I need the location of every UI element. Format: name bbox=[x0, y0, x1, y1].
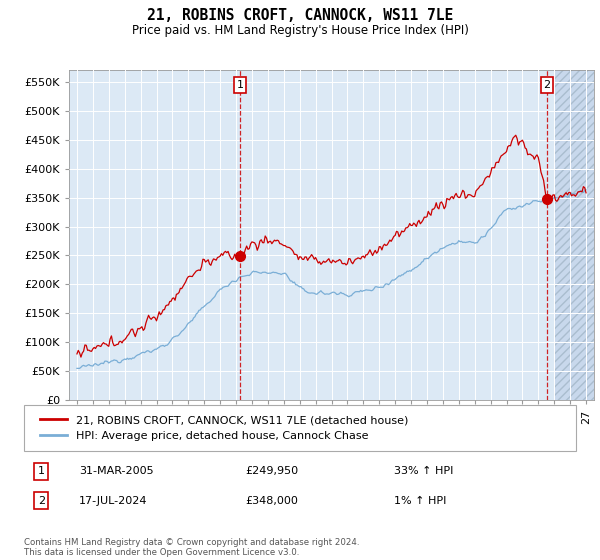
Text: 1: 1 bbox=[236, 80, 244, 90]
Text: 17-JUL-2024: 17-JUL-2024 bbox=[79, 496, 148, 506]
Bar bbox=[554, 70, 594, 400]
Text: £348,000: £348,000 bbox=[245, 496, 298, 506]
Text: 1% ↑ HPI: 1% ↑ HPI bbox=[394, 496, 446, 506]
Text: Contains HM Land Registry data © Crown copyright and database right 2024.
This d: Contains HM Land Registry data © Crown c… bbox=[24, 538, 359, 557]
Text: 2: 2 bbox=[544, 80, 550, 90]
Text: 33% ↑ HPI: 33% ↑ HPI bbox=[394, 466, 453, 477]
Text: 1: 1 bbox=[38, 466, 45, 477]
Text: 31-MAR-2005: 31-MAR-2005 bbox=[79, 466, 154, 477]
Legend: 21, ROBINS CROFT, CANNOCK, WS11 7LE (detached house), HPI: Average price, detach: 21, ROBINS CROFT, CANNOCK, WS11 7LE (det… bbox=[35, 410, 413, 445]
Text: £249,950: £249,950 bbox=[245, 466, 298, 477]
Text: 2: 2 bbox=[38, 496, 45, 506]
Text: 21, ROBINS CROFT, CANNOCK, WS11 7LE: 21, ROBINS CROFT, CANNOCK, WS11 7LE bbox=[147, 8, 453, 24]
Text: Price paid vs. HM Land Registry's House Price Index (HPI): Price paid vs. HM Land Registry's House … bbox=[131, 24, 469, 36]
